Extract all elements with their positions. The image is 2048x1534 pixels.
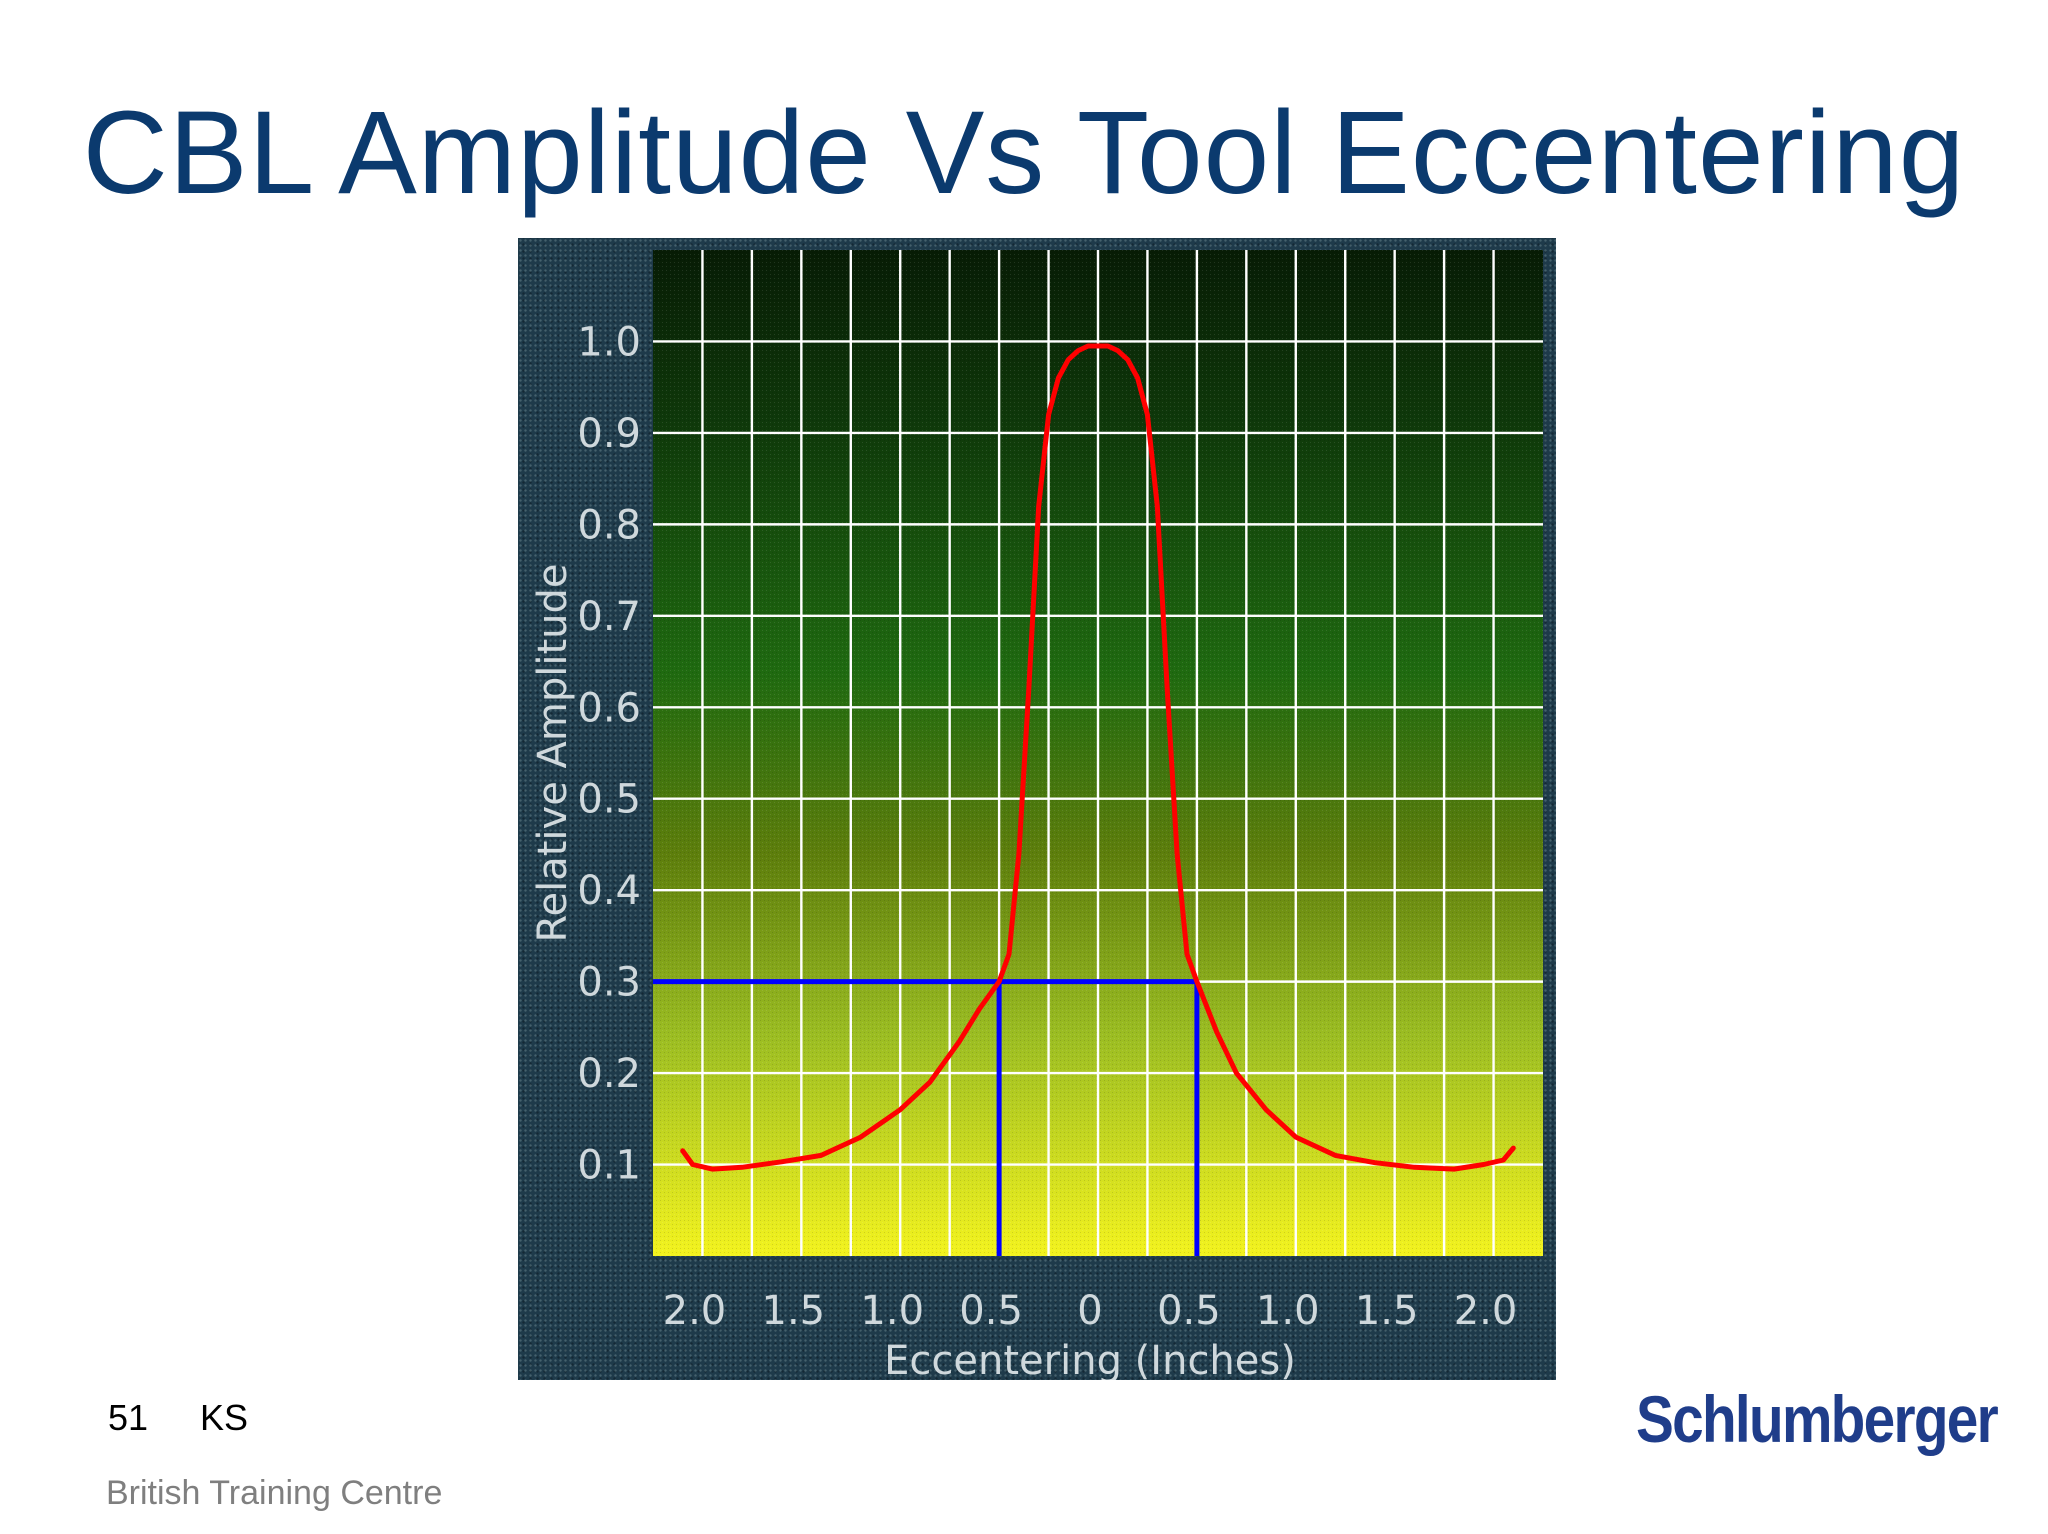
x-tick-label: 2.0 — [1454, 1288, 1518, 1334]
amplitude-curve — [680, 343, 1516, 1172]
y-tick-label: 0.3 — [577, 960, 641, 1006]
author-initials: KS — [200, 1397, 249, 1438]
x-tick-label: 1.0 — [1256, 1288, 1320, 1334]
page-number: 51 — [108, 1397, 149, 1438]
x-tick-label: 1.0 — [860, 1288, 924, 1334]
organization-name: British Training Centre — [106, 1474, 443, 1512]
slide-title: CBL Amplitude Vs Tool Eccentering — [82, 87, 1966, 219]
y-tick-label: 0.9 — [577, 411, 641, 457]
reference-lines — [653, 979, 1200, 1256]
y-tick-label: 0.6 — [577, 685, 641, 731]
y-tick-labels: 0.1 0.2 0.3 0.4 0.5 0.6 0.7 0.8 0.9 1.0 — [577, 319, 641, 1188]
x-tick-labels: 2.0 1.5 1.0 0.5 0 0.5 1.0 1.5 2.0 — [663, 1288, 1518, 1334]
y-tick-label: 0.1 — [577, 1143, 641, 1189]
y-tick-label: 0.7 — [577, 594, 641, 640]
series-layer — [680, 343, 1516, 1172]
y-tick-label: 0.4 — [577, 868, 641, 914]
x-tick-label: 0.5 — [959, 1288, 1023, 1334]
company-logo: Schlumberger — [1636, 1382, 1999, 1456]
chart-panel: 0.1 0.2 0.3 0.4 0.5 0.6 0.7 0.8 0.9 1.0 2.0 1.5 1.0… — [518, 238, 1556, 1380]
y-axis-label: Relative Amplitude — [530, 563, 576, 942]
y-tick-label: 0.8 — [577, 502, 641, 548]
y-tick-label: 0.2 — [577, 1051, 641, 1097]
x-tick-label: 2.0 — [663, 1288, 727, 1334]
y-tick-label: 0.5 — [577, 777, 641, 823]
x-tick-label: 1.5 — [1355, 1288, 1419, 1334]
y-tick-label: 1.0 — [577, 319, 641, 365]
cbl-amplitude-chart: 0.1 0.2 0.3 0.4 0.5 0.6 0.7 0.8 0.9 1.0 2.0 1.5 1.0… — [530, 250, 1543, 1380]
grid-lines — [653, 250, 1543, 1256]
x-tick-label: 0 — [1077, 1288, 1102, 1334]
x-tick-label: 1.5 — [762, 1288, 826, 1334]
x-tick-label: 0.5 — [1157, 1288, 1221, 1334]
x-axis-label: Eccentering (Inches) — [884, 1338, 1296, 1380]
